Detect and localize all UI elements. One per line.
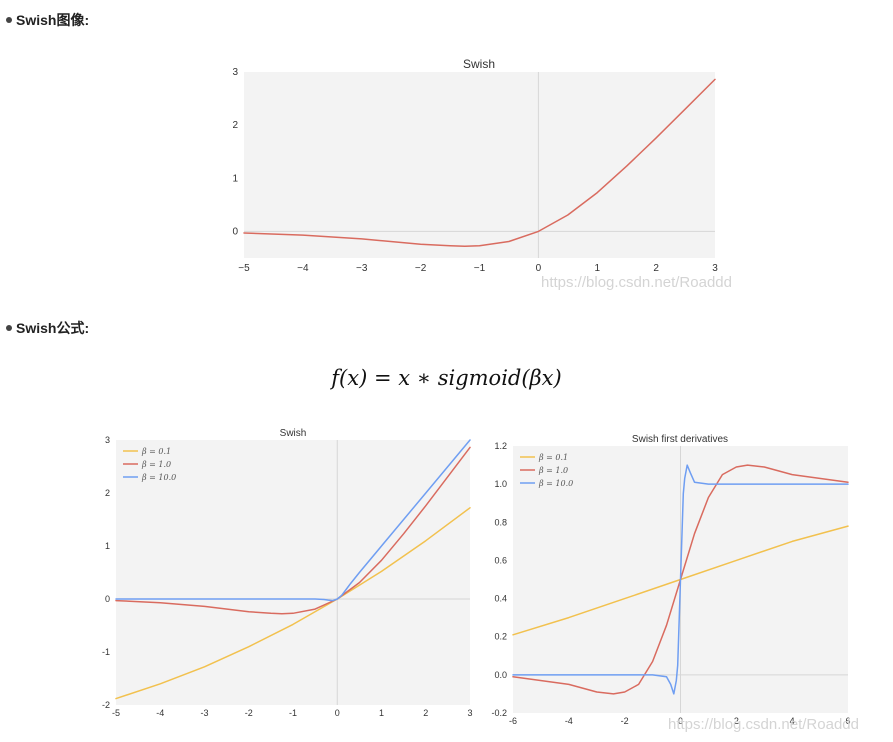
series-line: [115, 439, 471, 602]
legend-label: β = 1.0: [141, 460, 171, 469]
y-tick-label: -2: [102, 700, 110, 710]
y-tick-label: 0: [105, 594, 110, 604]
x-tick-label: 6: [845, 716, 850, 726]
y-tick-label: 2: [105, 488, 110, 498]
x-tick-label: 3: [467, 708, 472, 718]
x-tick-label: -4: [156, 708, 164, 718]
y-tick-label: 0.0: [494, 670, 507, 680]
series-line: [115, 446, 471, 615]
x-tick-label: 4: [790, 716, 795, 726]
swish-formula: f(x) = x ∗ sigmoid(βx): [331, 366, 562, 390]
legend-label: β = 10.0: [141, 473, 176, 482]
x-tick-label: −4: [297, 263, 309, 274]
x-tick-label: −5: [238, 263, 250, 274]
plot-area: [116, 440, 470, 705]
y-tick-label: 2: [232, 120, 238, 131]
series-line: [243, 78, 716, 248]
legend-label: β = 10.0: [538, 479, 573, 488]
x-tick-label: -2: [245, 708, 253, 718]
y-tick-label: 3: [105, 435, 110, 445]
y-tick-label: 1: [105, 541, 110, 551]
y-tick-label: 1.0: [494, 479, 507, 489]
section-title: Swish公式:: [16, 320, 90, 336]
x-tick-label: 0: [536, 263, 542, 274]
watermark: https://blog.csdn.net/Roaddd: [668, 716, 859, 733]
y-tick-label: 0.4: [494, 594, 507, 604]
x-tick-label: 2: [653, 263, 659, 274]
x-tick-label: 2: [734, 716, 739, 726]
y-tick-label: 1: [232, 173, 238, 184]
chart-title: Swish: [280, 428, 307, 439]
x-tick-label: 3: [712, 263, 718, 274]
x-tick-label: -1: [289, 708, 297, 718]
legend-label: β = 1.0: [538, 466, 568, 475]
x-tick-label: 2: [423, 708, 428, 718]
x-tick-label: -5: [112, 708, 120, 718]
x-tick-label: −3: [356, 263, 368, 274]
watermark: https://blog.csdn.net/Roaddd: [541, 274, 732, 291]
chart-title: Swish: [463, 57, 495, 71]
x-tick-label: 1: [594, 263, 600, 274]
legend-label: β = 0.1: [141, 447, 171, 456]
y-tick-label: -0.2: [491, 708, 507, 718]
y-tick-label: 0.8: [494, 517, 507, 527]
x-tick-label: -2: [621, 716, 629, 726]
y-tick-label: -1: [102, 647, 110, 657]
bullet-icon: [6, 17, 12, 24]
x-tick-label: −1: [474, 263, 486, 274]
x-tick-label: -6: [509, 716, 517, 726]
x-tick-label: -4: [565, 716, 573, 726]
legend-label: β = 0.1: [538, 453, 568, 462]
series-line: [512, 464, 849, 695]
x-tick-label: 0: [678, 716, 683, 726]
chart-title: Swish first derivatives: [632, 434, 728, 445]
section-swish-formula-heading: Swish公式:: [6, 318, 89, 338]
y-tick-label: 0: [232, 226, 238, 237]
x-tick-label: -3: [200, 708, 208, 718]
x-tick-label: −2: [415, 263, 427, 274]
plot-area: [244, 72, 715, 258]
y-tick-label: 0.6: [494, 555, 507, 565]
x-tick-label: 1: [379, 708, 384, 718]
y-tick-label: 1.2: [494, 441, 507, 451]
section-title: Swish图像:: [16, 12, 90, 28]
section-swish-graph-heading: Swish图像:: [6, 10, 89, 30]
x-tick-label: 0: [335, 708, 340, 718]
bullet-icon: [6, 325, 12, 332]
y-tick-label: 3: [232, 67, 238, 78]
y-tick-label: 0.2: [494, 632, 507, 642]
series-line: [115, 507, 471, 700]
